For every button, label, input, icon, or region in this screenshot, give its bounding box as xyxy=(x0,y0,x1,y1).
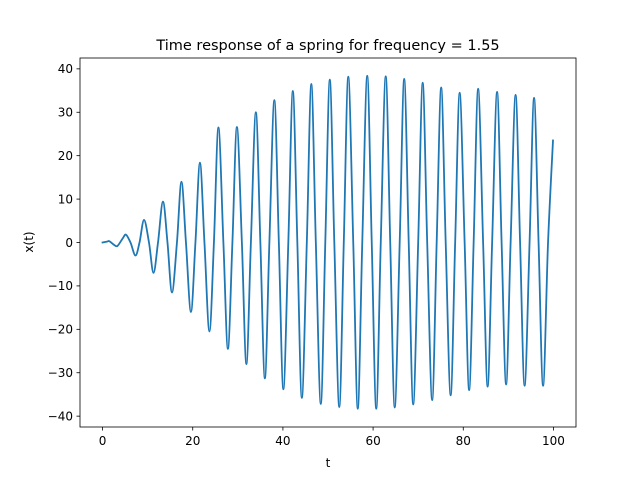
series-line xyxy=(101,74,554,410)
chart-title: Time response of a spring for frequency … xyxy=(155,38,499,54)
y-tick-label: −10 xyxy=(48,279,73,293)
x-tick-label: 80 xyxy=(456,434,471,448)
x-tick-label: 60 xyxy=(365,434,380,448)
x-tick-label: 0 xyxy=(99,434,107,448)
y-tick-label: −30 xyxy=(48,366,73,380)
y-tick-label: 10 xyxy=(58,192,73,206)
x-axis: 0 20 40 60 80 100 xyxy=(99,427,565,448)
x-tick-label: 20 xyxy=(185,434,200,448)
x-tick-label: 40 xyxy=(275,434,290,448)
y-tick-label: 20 xyxy=(58,149,73,163)
plot-area xyxy=(101,74,554,410)
y-axis-label: x(t) xyxy=(22,231,36,252)
y-tick-label: 0 xyxy=(65,236,73,250)
y-axis: −40 −30 −20 −10 0 10 20 30 40 xyxy=(48,62,80,423)
y-tick-label: 30 xyxy=(58,106,73,120)
y-tick-label: −40 xyxy=(48,409,73,423)
x-axis-label: t xyxy=(326,456,331,470)
y-tick-label: 40 xyxy=(58,62,73,76)
x-tick-label: 100 xyxy=(542,434,565,448)
y-tick-label: −20 xyxy=(48,323,73,337)
